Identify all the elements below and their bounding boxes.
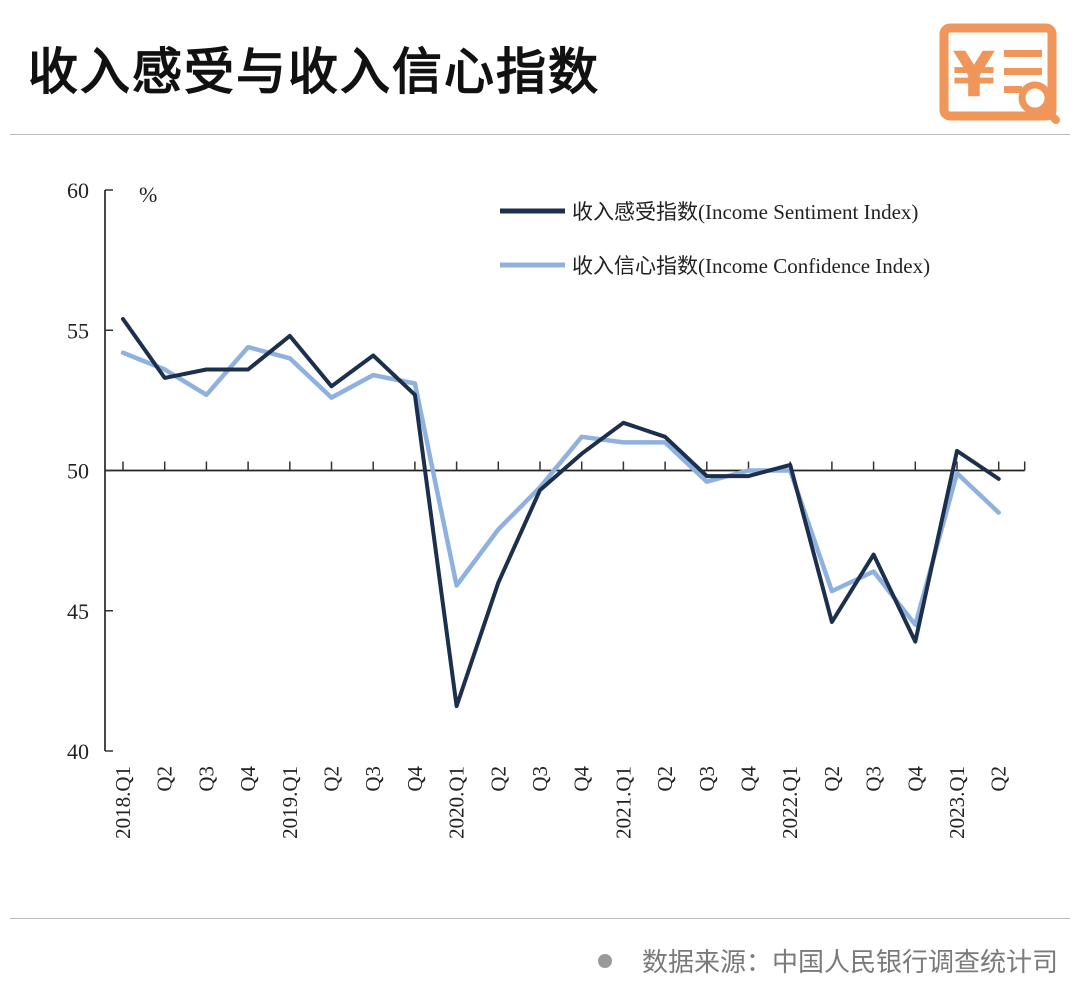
x-tick-label: Q4 (570, 766, 594, 792)
source-text: 数据来源：中国人民银行调查统计司 (641, 948, 1058, 978)
y-tick-label: 40 (67, 739, 89, 764)
svg-text:¥: ¥ (952, 38, 995, 111)
line-chart: 收入感受指数(Income Sentiment Index) 收入信心指数(Inc… (67, 178, 1026, 839)
y-unit-label: % (139, 182, 157, 207)
x-tick-label: Q3 (862, 766, 886, 792)
x-tick-label: 2019.Q1 (278, 766, 302, 839)
chart-legend: 收入感受指数(Income Sentiment Index) 收入信心指数(Inc… (500, 200, 930, 278)
y-tick-label: 55 (67, 318, 89, 343)
y-axis-ticks: 40 45 50 55 60 (67, 178, 113, 764)
x-tick-label: Q3 (528, 766, 552, 792)
series-line-1 (121, 317, 1001, 709)
series-line-2 (120, 344, 1001, 628)
footer-divider (10, 918, 1070, 919)
x-tick-label: 2020.Q1 (445, 766, 469, 839)
page-title: 收入感受与收入信心指数 (28, 43, 600, 101)
x-tick-label: 2018.Q1 (111, 766, 135, 839)
x-tick-label: Q2 (987, 766, 1011, 792)
x-tick-label: Q4 (403, 766, 427, 792)
x-tick-label: Q2 (320, 766, 344, 792)
series-lines (120, 317, 1001, 709)
yuan-receipt-search-icon: ¥ (939, 23, 1060, 124)
x-tick-label: Q4 (236, 766, 260, 792)
x-tick-label: 2023.Q1 (945, 766, 969, 839)
x-tick-label: Q2 (153, 766, 177, 792)
x-tick-label: Q2 (820, 766, 844, 792)
x-tick-label: Q4 (903, 766, 927, 792)
x-tick-label: Q2 (486, 766, 510, 792)
legend-label-2: 收入信心指数(Income Confidence Index) (572, 254, 930, 278)
source-note: 数据来源：中国人民银行调查统计司 (597, 942, 1058, 979)
legend-label-1: 收入感受指数(Income Sentiment Index) (572, 200, 918, 224)
x-tick-label: 2022.Q1 (778, 766, 802, 839)
y-tick-label: 60 (67, 178, 89, 203)
y-tick-label: 50 (67, 459, 89, 484)
x-tick-label: Q3 (194, 766, 218, 792)
x-tick-label: Q3 (361, 766, 385, 792)
x-tick-label: Q2 (653, 766, 677, 792)
x-tick-label: Q4 (737, 766, 761, 792)
y-tick-label: 45 (67, 599, 89, 624)
bullet-dot-icon (597, 953, 612, 968)
x-tick-label: Q3 (695, 766, 719, 792)
x-tick-label: 2021.Q1 (611, 766, 635, 839)
header-divider (10, 134, 1070, 135)
x-axis-ticks: 2018.Q1 Q2 Q3 Q4 2019.Q1 Q2 Q3 Q4 2020.Q1 Q2 Q3 Q4 2… (111, 461, 1026, 839)
